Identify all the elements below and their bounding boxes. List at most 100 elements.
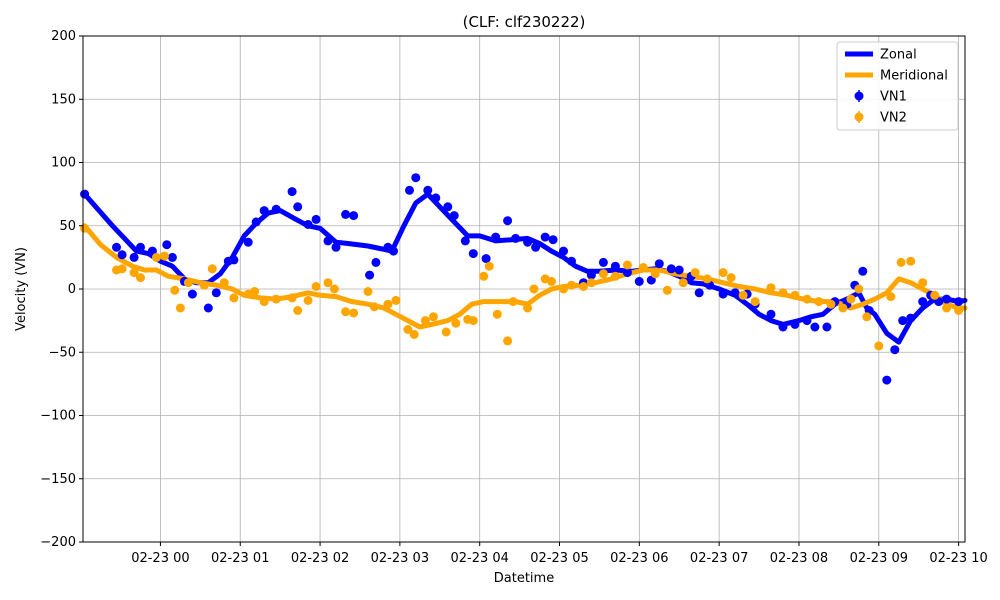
point-vn2 bbox=[403, 325, 413, 334]
point-vn1 bbox=[898, 316, 908, 326]
x-tick-label: 02-23 05 bbox=[530, 551, 588, 566]
point-vn1 bbox=[918, 297, 928, 307]
point-vn1 bbox=[331, 242, 341, 252]
point-vn2 bbox=[650, 269, 660, 279]
point-vn1 bbox=[694, 288, 704, 298]
point-vn2 bbox=[726, 273, 736, 283]
point-vn1 bbox=[598, 257, 608, 267]
point-vn2 bbox=[271, 294, 281, 304]
point-vn1 bbox=[303, 220, 313, 229]
point-vn2 bbox=[567, 280, 576, 290]
point-vn1 bbox=[229, 255, 239, 265]
point-vn2 bbox=[363, 287, 373, 296]
point-vn2 bbox=[622, 260, 632, 270]
point-vn1 bbox=[906, 313, 916, 323]
point-vn1 bbox=[778, 322, 788, 332]
point-vn2 bbox=[718, 268, 728, 278]
legend-label-meridional: Meridional bbox=[880, 69, 948, 84]
point-vn2 bbox=[662, 285, 672, 295]
point-vn1 bbox=[540, 232, 550, 242]
legend-box bbox=[836, 41, 959, 131]
x-tick-label: 02-23 06 bbox=[610, 551, 668, 566]
point-vn1 bbox=[341, 209, 351, 219]
point-vn1 bbox=[491, 232, 501, 242]
x-tick-label: 02-23 10 bbox=[929, 551, 987, 566]
point-vn1 bbox=[443, 202, 453, 212]
legend-label-vn2: VN2 bbox=[880, 111, 907, 126]
point-vn2 bbox=[702, 274, 712, 284]
y-axis-label: Velocity (VN) bbox=[14, 247, 29, 331]
point-vn2 bbox=[428, 312, 438, 322]
point-vn2 bbox=[329, 284, 339, 294]
point-vn1 bbox=[80, 189, 90, 199]
point-vn2 bbox=[183, 278, 193, 288]
point-vn2 bbox=[529, 284, 539, 294]
point-vn1 bbox=[112, 242, 121, 252]
x-tick-label: 02-23 02 bbox=[291, 551, 349, 566]
y-tick-label: 50 bbox=[59, 219, 76, 234]
point-vn1 bbox=[523, 237, 533, 247]
point-vn2 bbox=[303, 295, 313, 305]
point-vn2 bbox=[383, 299, 393, 309]
point-vn2 bbox=[838, 303, 848, 313]
point-vn2 bbox=[896, 257, 906, 267]
point-vn2 bbox=[598, 269, 608, 279]
point-vn2 bbox=[391, 295, 401, 305]
point-vn1 bbox=[802, 316, 812, 326]
point-vn1 bbox=[287, 187, 297, 197]
point-vn1 bbox=[167, 252, 177, 262]
point-vn2 bbox=[942, 303, 952, 313]
point-vn2 bbox=[117, 264, 127, 274]
point-vn2 bbox=[441, 327, 451, 337]
point-vn1 bbox=[423, 185, 433, 195]
point-vn1 bbox=[559, 246, 568, 256]
point-vn1 bbox=[511, 233, 521, 243]
point-vn1 bbox=[371, 257, 381, 267]
y-tick-label: 200 bbox=[51, 29, 76, 44]
point-vn2 bbox=[690, 268, 700, 278]
point-vn2 bbox=[778, 288, 788, 298]
point-vn1 bbox=[531, 242, 541, 252]
point-vn2 bbox=[586, 278, 596, 288]
point-vn2 bbox=[293, 306, 303, 315]
point-vn2 bbox=[738, 290, 748, 300]
point-vn2 bbox=[170, 285, 180, 295]
point-vn1 bbox=[389, 246, 398, 256]
point-vn1 bbox=[349, 211, 359, 221]
point-vn1 bbox=[548, 235, 558, 245]
y-tick-label: −100 bbox=[40, 409, 76, 424]
point-vn1 bbox=[243, 237, 253, 247]
x-axis-label: Datetime bbox=[494, 571, 554, 586]
point-vn2 bbox=[802, 294, 812, 304]
x-tick-label: 02-23 04 bbox=[450, 551, 508, 566]
point-vn2 bbox=[610, 271, 620, 281]
point-vn2 bbox=[219, 278, 229, 288]
point-vn2 bbox=[207, 264, 217, 274]
series-layer bbox=[80, 173, 968, 385]
point-vn1 bbox=[187, 289, 197, 299]
point-vn1 bbox=[610, 261, 620, 271]
legend: Zonal Meridional VN1 VN2 bbox=[836, 41, 959, 131]
point-vn1 bbox=[365, 270, 375, 280]
point-vn1 bbox=[136, 242, 145, 252]
point-vn1 bbox=[460, 236, 470, 246]
point-vn2 bbox=[341, 307, 351, 317]
point-vn2 bbox=[129, 268, 139, 278]
point-vn1 bbox=[730, 288, 740, 298]
point-vn1 bbox=[790, 319, 800, 329]
point-vn1 bbox=[766, 309, 776, 319]
point-vn1 bbox=[449, 211, 459, 221]
point-vn2 bbox=[287, 293, 297, 303]
point-vn2 bbox=[250, 287, 260, 296]
point-vn2 bbox=[451, 318, 461, 328]
point-vn2 bbox=[175, 303, 185, 313]
y-tick-label: 0 bbox=[68, 282, 76, 297]
x-tick-label: 02-23 07 bbox=[690, 551, 748, 566]
point-vn1 bbox=[323, 236, 333, 246]
point-vn2 bbox=[409, 330, 419, 339]
point-vn2 bbox=[547, 276, 556, 286]
point-vn2 bbox=[136, 273, 145, 283]
point-vn1 bbox=[634, 276, 644, 286]
point-vn1 bbox=[211, 288, 221, 298]
x-tick-label: 02-23 01 bbox=[211, 551, 269, 566]
